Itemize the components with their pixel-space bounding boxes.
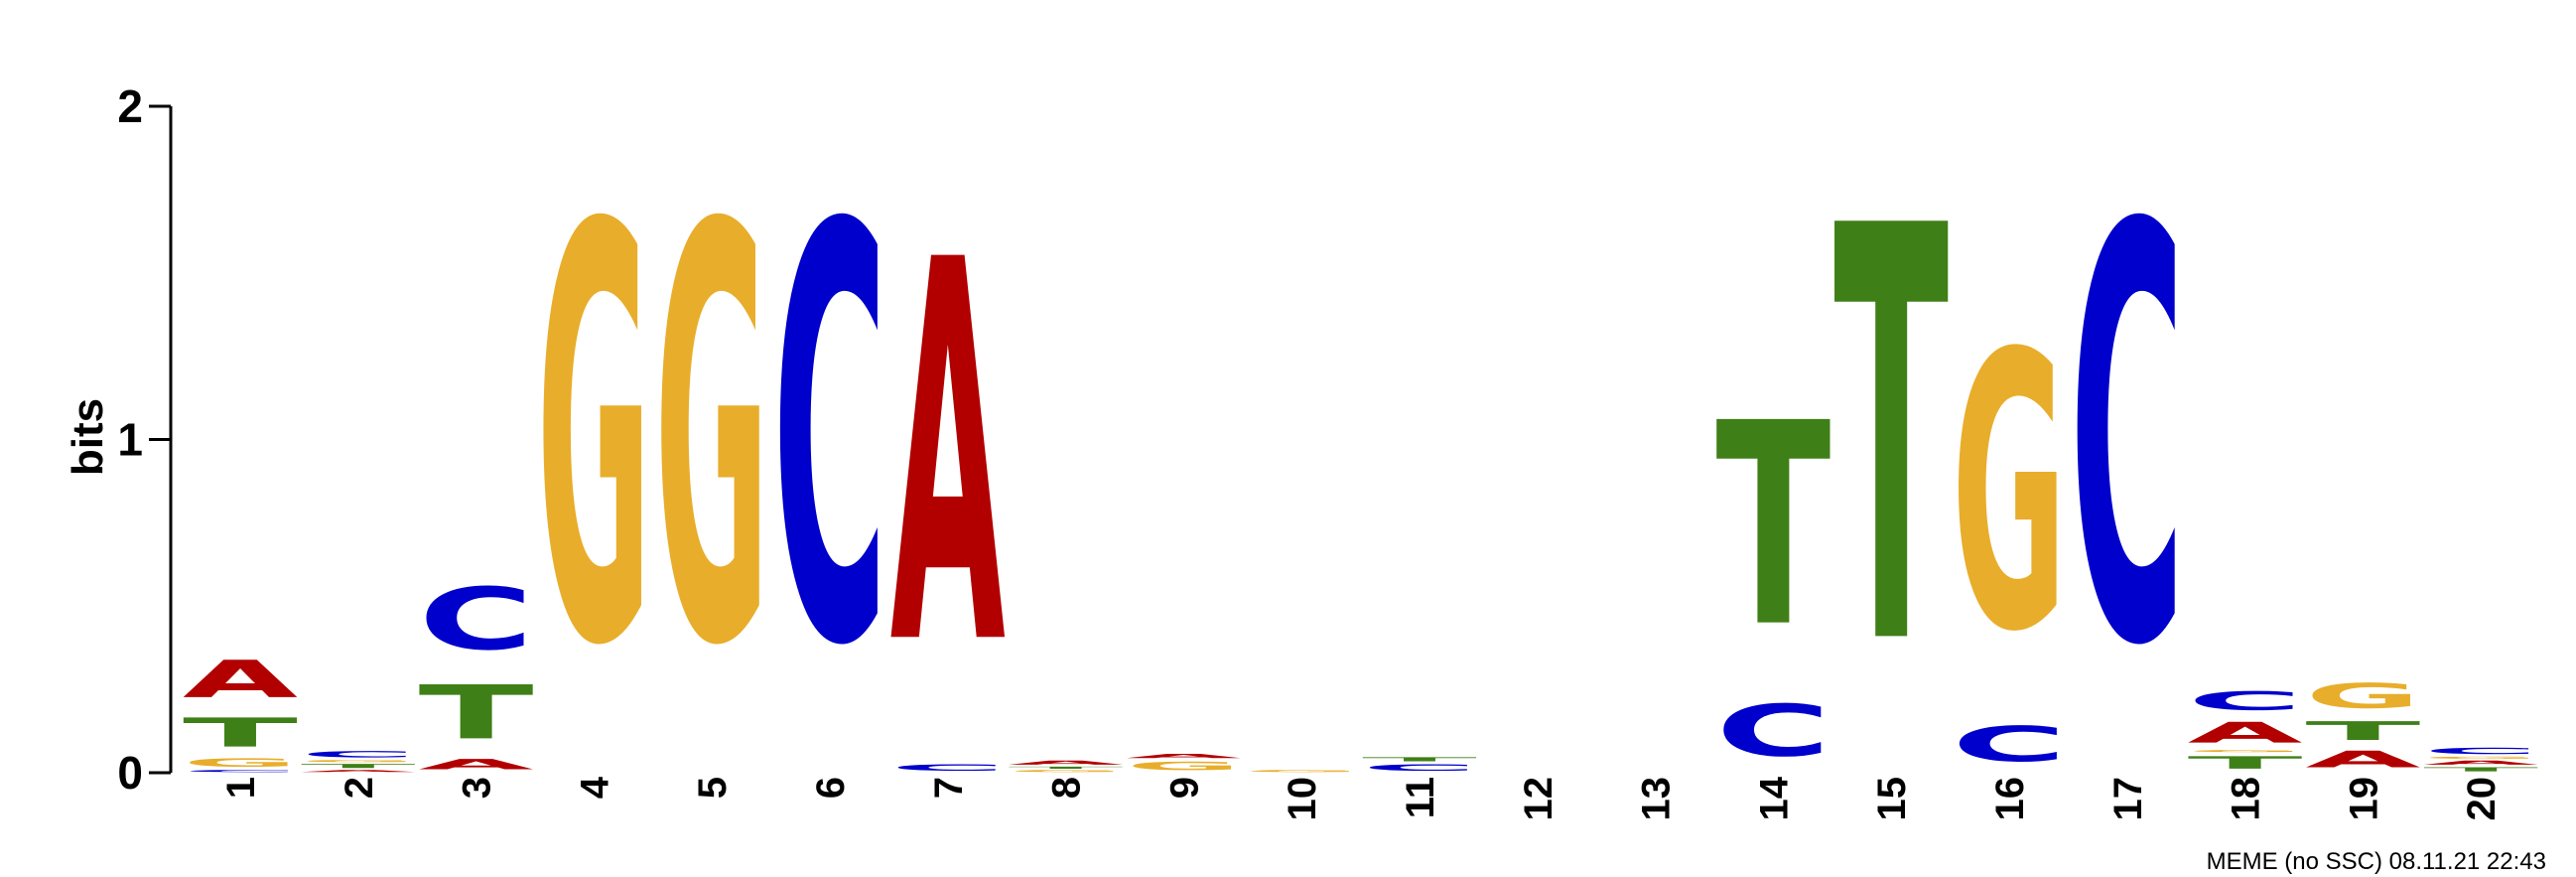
x-tick-label: 1 — [219, 777, 263, 799]
logo-letter: A — [2188, 716, 2303, 749]
logo-letter: C — [772, 109, 887, 772]
x-axis-tick-labels: 1 2 3 4 5 6 7 8 9 10 11 12 13 14 15 16 17 18 19 20 — [219, 776, 2504, 820]
logo-letter: C — [1362, 763, 1477, 773]
x-tick-label: 14 — [1752, 776, 1796, 820]
logo-letter: G — [2423, 756, 2538, 759]
y-tick-label: 0 — [117, 747, 143, 799]
logo-letter: T — [1833, 107, 1950, 771]
x-tick-label: 12 — [1517, 777, 1560, 821]
logo-letter: C — [2070, 109, 2185, 772]
logo-letter: T — [1009, 766, 1124, 769]
logo-letter: G — [1952, 273, 2067, 714]
x-tick-label: 7 — [927, 777, 971, 799]
logo-letter: C — [1952, 716, 2067, 773]
x-tick-label: 5 — [691, 777, 735, 799]
logo-letter: A — [1126, 753, 1241, 760]
x-tick-label: 11 — [1399, 777, 1442, 818]
logo-letter: A — [2423, 760, 2538, 767]
y-tick-label: 2 — [117, 80, 143, 132]
logo-letter: C — [1715, 689, 1830, 773]
x-tick-label: 10 — [1281, 777, 1324, 821]
x-tick-label: 20 — [2460, 777, 2504, 821]
x-tick-label: 4 — [573, 776, 616, 799]
logo-letter: G — [2188, 750, 2303, 753]
logo-letter: G — [183, 756, 298, 769]
logo-letter: C — [2423, 746, 2538, 756]
logo-letter: A — [419, 756, 534, 773]
logo-letter: G — [1009, 770, 1124, 773]
y-tick-label: 1 — [117, 414, 143, 466]
logo-letter: G — [2305, 676, 2420, 716]
x-tick-label: 19 — [2342, 777, 2385, 821]
logo-letter: G — [654, 108, 769, 771]
logo-letter: G — [1244, 770, 1359, 773]
logo-letter: A — [1009, 760, 1124, 767]
x-tick-label: 13 — [1635, 777, 1679, 821]
logo-letter: G — [536, 108, 651, 771]
logo-letter: G — [1126, 760, 1241, 773]
logo-letter: C — [890, 763, 1006, 773]
logo-letter: A — [183, 650, 298, 709]
y-axis-label: bits — [64, 398, 112, 476]
logo-letter: T — [1362, 756, 1477, 763]
logo-letter: A — [301, 770, 416, 773]
footer-credit: MEME (no SSC) 08.11.21 22:43 — [2207, 848, 2546, 875]
logo-letter: T — [183, 710, 298, 757]
logo-letter: T — [419, 669, 534, 756]
logo-letter: G — [301, 760, 416, 763]
logo-letter: C — [419, 570, 534, 669]
x-tick-label: 15 — [1870, 777, 1914, 821]
x-tick-label: 18 — [2225, 777, 2268, 821]
logo-letter: T — [2188, 753, 2303, 773]
logo-letter: A — [2305, 746, 2420, 773]
x-tick-label: 8 — [1045, 777, 1089, 799]
x-tick-label: 16 — [1988, 777, 2032, 821]
x-tick-label: 17 — [2106, 777, 2150, 821]
logo-letter: C — [301, 750, 416, 760]
x-tick-label: 3 — [456, 777, 499, 799]
logo-letter: T — [2423, 766, 2538, 773]
logo-letter: A — [890, 152, 1007, 762]
x-tick-label: 9 — [1162, 777, 1206, 799]
x-tick-label: 2 — [338, 777, 381, 799]
y-axis: 0 1 2 — [117, 80, 173, 799]
logo-letter: C — [2188, 686, 2303, 716]
logo-letter: C — [183, 770, 298, 773]
logo-letter: T — [1715, 363, 1830, 688]
logo-letter: T — [301, 763, 416, 770]
logo-letter: T — [2305, 716, 2420, 746]
x-tick-label: 6 — [809, 777, 853, 799]
